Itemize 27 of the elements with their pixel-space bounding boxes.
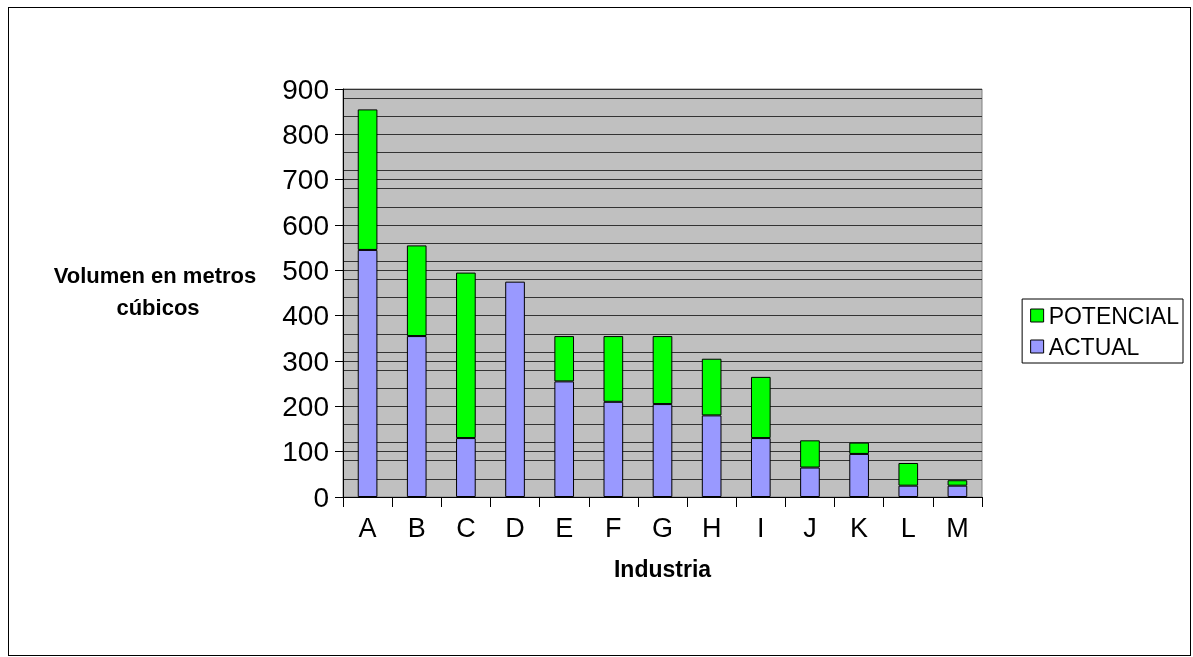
x-tick-label: F (605, 512, 622, 543)
x-tick-label: E (555, 512, 574, 543)
y-tick-label: 700 (282, 164, 329, 196)
y-tick-label: 100 (282, 436, 329, 468)
y-tick-label: 200 (282, 390, 329, 422)
x-tick-label: D (505, 512, 525, 543)
y-tick-label: 800 (282, 118, 329, 150)
x-tick-label: L (900, 512, 916, 543)
x-tick-label: K (850, 512, 869, 543)
legend-label: POTENCIAL (1048, 302, 1180, 329)
x-tick-label: H (701, 512, 722, 543)
y-tick-label: 0 (313, 481, 329, 513)
y-tick-label: 600 (282, 209, 329, 241)
x-tick-label: G (651, 512, 674, 543)
y-tick-label: 900 (282, 73, 329, 105)
x-tick-label: I (757, 512, 765, 543)
x-tick-label: A (358, 512, 377, 543)
y-tick-label: 400 (282, 300, 329, 332)
y-axis-title: Volumen en metros cúbicos (53, 262, 263, 320)
x-axis-title: Industria (613, 555, 712, 582)
x-tick-label: M (946, 512, 969, 543)
y-tick-label: 500 (282, 254, 329, 286)
y-tick-label: 300 (282, 345, 329, 377)
x-tick-label: B (407, 512, 426, 543)
legend-label: ACTUAL (1048, 333, 1140, 360)
x-tick-label: C (456, 512, 476, 543)
x-tick-label: J (803, 512, 817, 543)
